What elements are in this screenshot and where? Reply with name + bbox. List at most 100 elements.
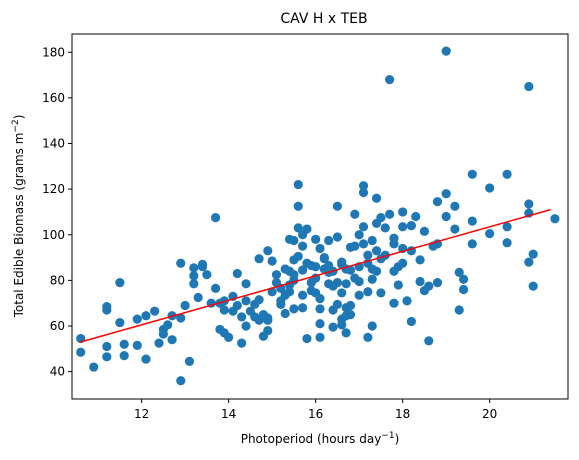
data-point	[524, 81, 534, 92]
data-point	[163, 320, 173, 330]
data-point	[176, 258, 186, 268]
x-tick-label: 18	[395, 407, 410, 421]
data-point	[458, 284, 469, 295]
data-point	[458, 274, 469, 284]
data-point	[454, 267, 464, 277]
data-point	[293, 179, 303, 190]
data-point	[367, 274, 377, 284]
y-axis-label-sup: −2	[11, 119, 21, 132]
data-point	[119, 351, 129, 361]
data-point	[232, 268, 242, 279]
data-point	[319, 252, 329, 263]
data-point	[345, 300, 356, 311]
y-axis-label-suffix: )	[12, 115, 26, 120]
data-point	[263, 246, 273, 256]
data-point	[263, 315, 273, 325]
data-point	[367, 321, 377, 331]
y-tick-label: 160	[42, 91, 65, 105]
data-point	[441, 211, 451, 222]
data-point	[189, 279, 199, 289]
data-point	[284, 287, 295, 297]
data-point	[358, 187, 369, 198]
data-point	[311, 262, 321, 272]
data-point	[102, 341, 112, 352]
chart-title: CAV H x TEB	[280, 11, 367, 27]
data-points	[76, 46, 560, 386]
data-point	[176, 376, 186, 386]
plot-area	[71, 33, 569, 400]
data-point	[441, 189, 451, 199]
y-tick-label: 100	[42, 228, 65, 242]
data-point	[324, 235, 334, 246]
data-point	[363, 332, 373, 343]
x-axis-label-sup: −1	[381, 431, 394, 441]
data-point	[341, 328, 351, 338]
data-point	[441, 46, 451, 56]
data-point	[263, 325, 273, 336]
data-point	[385, 209, 395, 219]
data-point	[389, 239, 399, 249]
data-point	[237, 338, 247, 348]
data-point	[341, 279, 351, 289]
data-point	[315, 332, 325, 343]
data-point	[432, 278, 443, 288]
x-tick-label: 14	[221, 407, 236, 421]
data-point	[371, 193, 382, 203]
data-point	[424, 336, 434, 346]
data-point	[119, 339, 129, 349]
y-tick-label: 180	[42, 45, 65, 59]
data-point	[354, 276, 364, 287]
data-point	[550, 214, 560, 224]
data-point	[176, 313, 186, 323]
data-point	[289, 235, 299, 246]
data-point	[115, 278, 125, 288]
data-point	[332, 201, 342, 211]
data-point	[154, 338, 164, 348]
data-point	[337, 288, 347, 298]
data-point	[419, 226, 430, 236]
data-point	[354, 230, 364, 240]
data-point	[354, 290, 364, 300]
x-tick-label: 20	[482, 407, 497, 421]
data-point	[398, 258, 408, 268]
data-point	[415, 276, 425, 287]
data-point	[485, 229, 495, 239]
y-tick-label: 60	[50, 319, 65, 333]
data-point	[150, 306, 160, 316]
data-point	[311, 234, 321, 244]
data-point	[219, 305, 229, 315]
data-point	[371, 266, 382, 276]
data-point	[398, 207, 408, 217]
data-point	[337, 320, 347, 330]
data-point	[432, 197, 443, 207]
data-point	[389, 298, 399, 308]
y-tick-label: 40	[50, 365, 65, 379]
data-point	[380, 223, 390, 233]
data-point	[528, 249, 538, 259]
y-tick-label: 80	[50, 273, 65, 287]
data-point	[467, 216, 477, 226]
data-point	[293, 201, 303, 211]
data-point	[271, 270, 282, 280]
data-point	[371, 246, 382, 256]
data-point	[345, 265, 356, 275]
x-axis-label-text: Photoperiod (hours day	[241, 432, 382, 446]
data-point	[241, 296, 251, 306]
data-point	[298, 303, 308, 313]
data-point	[315, 319, 325, 329]
x-tick-label: 16	[308, 407, 323, 421]
data-point	[454, 305, 464, 315]
data-point	[232, 300, 242, 311]
data-point	[193, 292, 203, 303]
data-point	[280, 308, 290, 319]
data-point	[115, 317, 125, 328]
data-point	[276, 299, 286, 309]
data-point	[393, 280, 403, 290]
data-point	[102, 352, 112, 362]
data-point	[298, 265, 308, 275]
x-axis-label-suffix: )	[395, 432, 400, 446]
data-point	[289, 270, 299, 280]
y-tick-label: 140	[42, 137, 65, 151]
x-tick-label: 12	[134, 407, 149, 421]
data-point	[202, 270, 212, 280]
